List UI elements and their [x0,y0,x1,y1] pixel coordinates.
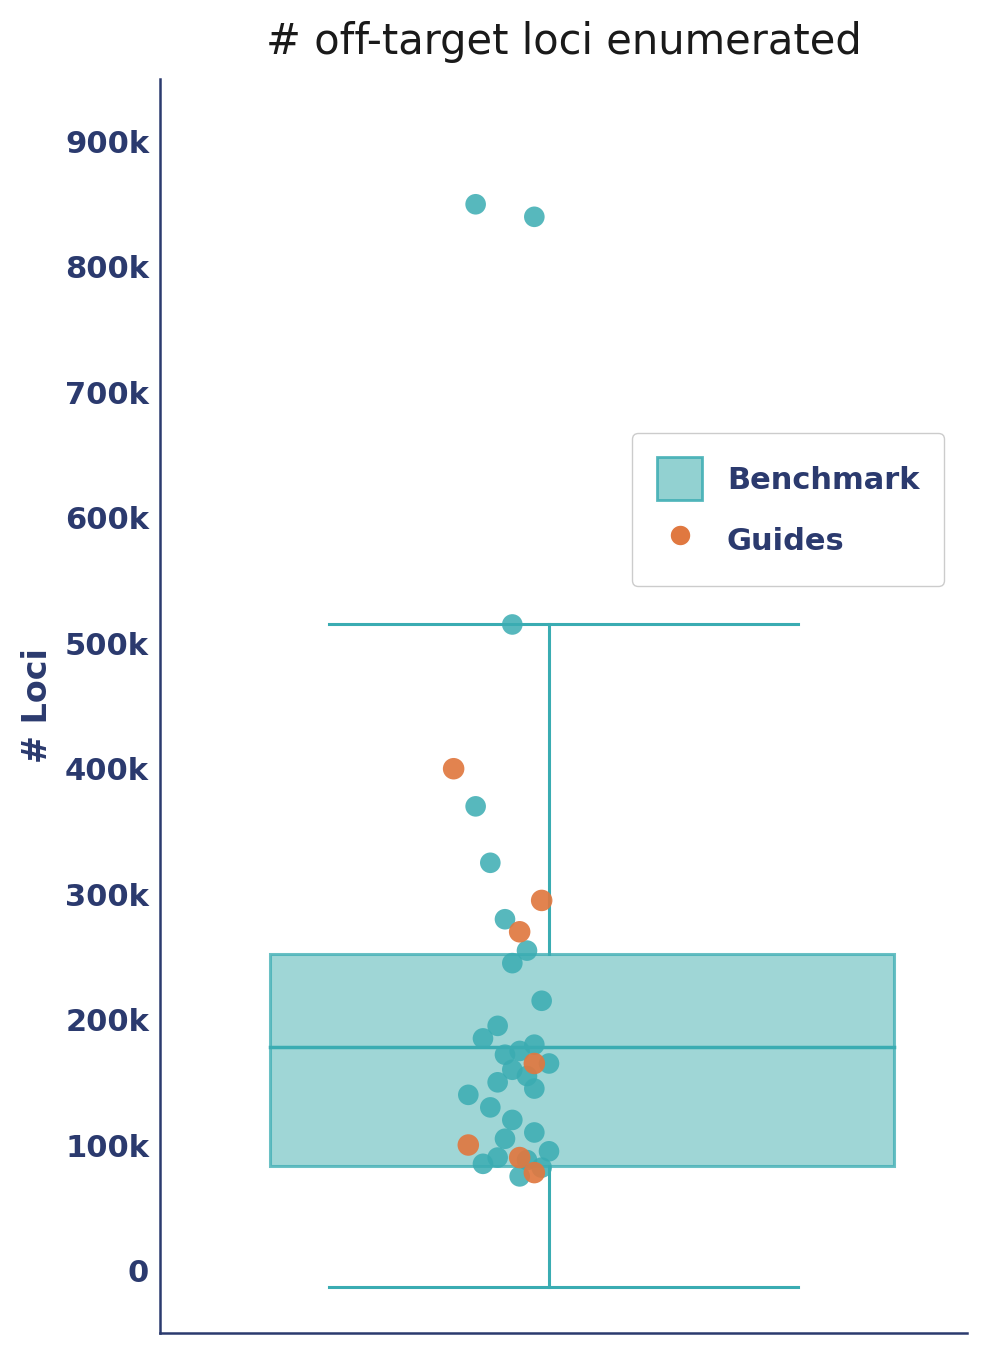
Point [505,613,521,635]
Point [475,1154,491,1175]
Point [512,1166,528,1187]
Point [497,1044,513,1066]
Point [519,1150,535,1171]
Point [541,1052,557,1074]
Point [527,1034,542,1056]
Point [512,921,528,942]
Legend: Benchmark, Guides: Benchmark, Guides [632,433,944,586]
Point [467,796,483,818]
Point [490,1147,506,1169]
Point [482,1097,498,1118]
Point [519,1066,535,1087]
Point [519,940,535,961]
Point [534,1156,549,1178]
Point [497,909,513,930]
Point [541,1140,557,1162]
Point [505,1109,521,1131]
Y-axis label: # Loci: # Loci [21,649,53,764]
Point [534,990,549,1011]
Point [497,1128,513,1150]
Point [446,758,461,780]
Point [512,1040,528,1062]
Point [467,194,483,215]
Title: # off-target loci enumerated: # off-target loci enumerated [266,20,862,62]
Point [534,890,549,911]
Point [490,1016,506,1037]
Point [490,1071,506,1093]
Point [527,1121,542,1143]
Point [527,1078,542,1099]
Point [460,1135,476,1156]
Point [527,1052,542,1074]
Point [512,1147,528,1169]
Bar [271,955,894,1166]
Point [505,952,521,974]
Point [527,1162,542,1183]
Point [475,1028,491,1049]
Point [482,852,498,873]
Point [527,206,542,227]
Point [505,1059,521,1080]
Point [460,1085,476,1106]
